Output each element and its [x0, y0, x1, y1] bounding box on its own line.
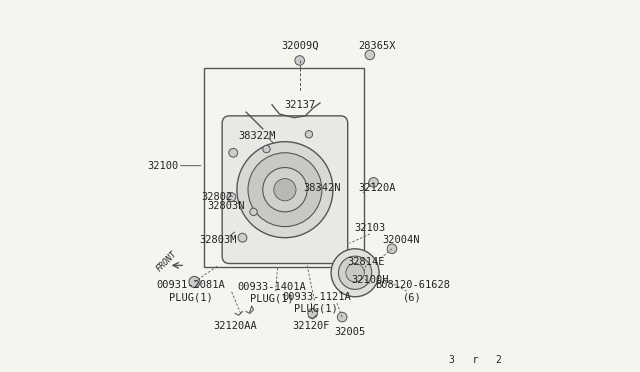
- Text: 00933-1401A
PLUG(1): 00933-1401A PLUG(1): [237, 282, 307, 304]
- Text: 00931-2081A
PLUG(1): 00931-2081A PLUG(1): [156, 280, 225, 302]
- Circle shape: [227, 193, 236, 202]
- Circle shape: [263, 145, 270, 153]
- Text: 28365X: 28365X: [358, 41, 396, 51]
- Circle shape: [237, 142, 333, 238]
- Text: 38322M: 38322M: [239, 131, 276, 141]
- Text: 00933-1121A
PLUG(1): 00933-1121A PLUG(1): [282, 292, 351, 313]
- Circle shape: [238, 233, 247, 242]
- Text: 32005: 32005: [334, 327, 365, 337]
- Circle shape: [339, 256, 372, 289]
- Text: 32120AA: 32120AA: [213, 321, 257, 331]
- Circle shape: [229, 148, 237, 157]
- Bar: [204, 68, 364, 267]
- Text: 32803N: 32803N: [207, 201, 244, 211]
- Text: 32120F: 32120F: [292, 321, 330, 331]
- Text: 38342N: 38342N: [303, 183, 340, 193]
- Text: 32120A: 32120A: [358, 183, 396, 193]
- Circle shape: [248, 153, 322, 227]
- Text: 32802: 32802: [201, 192, 232, 202]
- Circle shape: [308, 309, 317, 318]
- Text: 32803M: 32803M: [200, 234, 237, 244]
- Circle shape: [189, 276, 200, 288]
- Circle shape: [250, 208, 257, 215]
- Text: 32137: 32137: [284, 100, 316, 110]
- Text: 32103: 32103: [354, 224, 385, 234]
- Circle shape: [305, 131, 312, 138]
- Text: B08120-61628
(6): B08120-61628 (6): [375, 280, 450, 302]
- Circle shape: [295, 56, 305, 65]
- Text: 32814E: 32814E: [348, 257, 385, 267]
- Text: 32009Q: 32009Q: [281, 41, 319, 51]
- Circle shape: [369, 177, 378, 187]
- Circle shape: [346, 263, 364, 282]
- Circle shape: [337, 312, 347, 322]
- Circle shape: [365, 50, 374, 60]
- FancyBboxPatch shape: [222, 116, 348, 263]
- Text: 3   r   2: 3 r 2: [449, 355, 502, 365]
- Text: 32004N: 32004N: [383, 234, 420, 244]
- Text: FRONT: FRONT: [155, 250, 179, 274]
- Text: 32100H: 32100H: [351, 275, 388, 285]
- Circle shape: [263, 167, 307, 212]
- Circle shape: [331, 249, 379, 297]
- Circle shape: [387, 244, 397, 254]
- Text: 32100: 32100: [147, 161, 179, 171]
- Circle shape: [274, 179, 296, 201]
